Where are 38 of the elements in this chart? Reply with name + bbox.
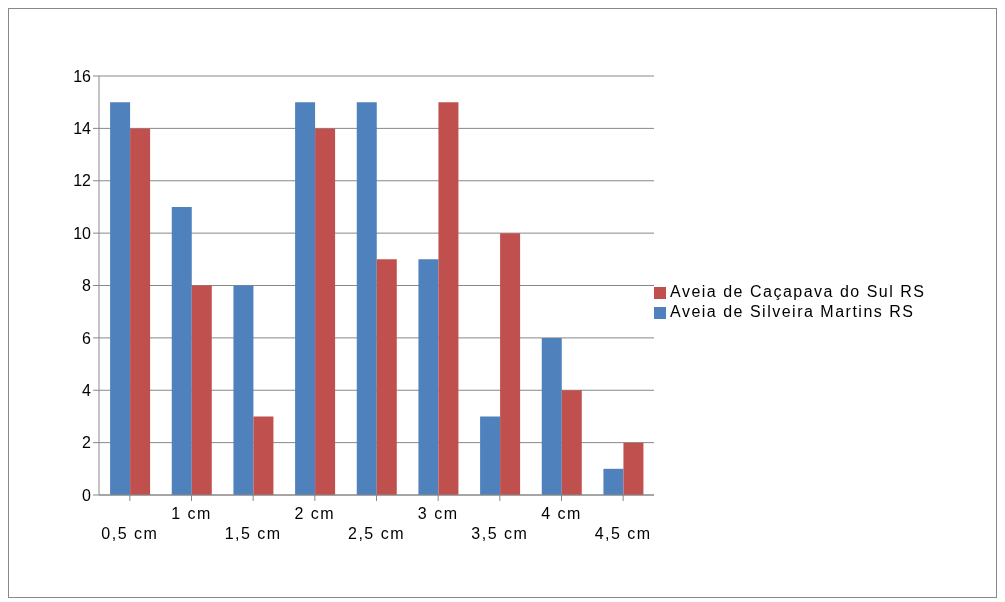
- bar: [171, 206, 192, 495]
- bar: [315, 128, 336, 495]
- y-tick-label: 10: [73, 224, 92, 242]
- y-tick-label: 6: [82, 329, 92, 347]
- bar: [191, 285, 212, 495]
- bar: [295, 102, 316, 495]
- bar: [623, 442, 644, 495]
- x-tick-label: 1,5 cm: [224, 525, 282, 542]
- bar: [253, 416, 274, 495]
- bar: [541, 337, 562, 495]
- bar: [130, 128, 151, 495]
- y-tick-label: 16: [73, 67, 92, 85]
- y-tick-label: 12: [73, 172, 92, 190]
- bar: [233, 285, 254, 495]
- bar: [561, 390, 582, 495]
- y-tick-label: 4: [82, 381, 92, 399]
- y-tick-label: 0: [82, 486, 92, 504]
- x-tick-label: 3 cm: [417, 505, 459, 522]
- bar: [438, 102, 459, 495]
- x-tick-label: 0,5 cm: [101, 525, 159, 542]
- x-tick-label: 4 cm: [541, 505, 582, 522]
- x-tick-label: 1 cm: [171, 505, 212, 522]
- bar: [500, 233, 521, 495]
- y-tick-label: 14: [73, 120, 92, 138]
- bar: [376, 259, 397, 495]
- legend-label: Aveia de Silveira Martins RS: [670, 303, 915, 320]
- x-tick-label: 2,5 cm: [347, 525, 406, 542]
- legend-label: Aveia de Caçapava do Sul RS: [670, 283, 926, 300]
- x-tick-label: 4,5 cm: [594, 525, 652, 542]
- bar: [603, 468, 624, 495]
- bar: [480, 416, 501, 495]
- y-tick-label: 2: [82, 434, 92, 452]
- y-tick-label: 8: [82, 277, 92, 295]
- bar: [356, 102, 377, 495]
- bar: [110, 102, 131, 495]
- x-tick-label: 2 cm: [294, 505, 336, 522]
- bar: [418, 259, 439, 495]
- x-tick-label: 3,5 cm: [471, 525, 529, 542]
